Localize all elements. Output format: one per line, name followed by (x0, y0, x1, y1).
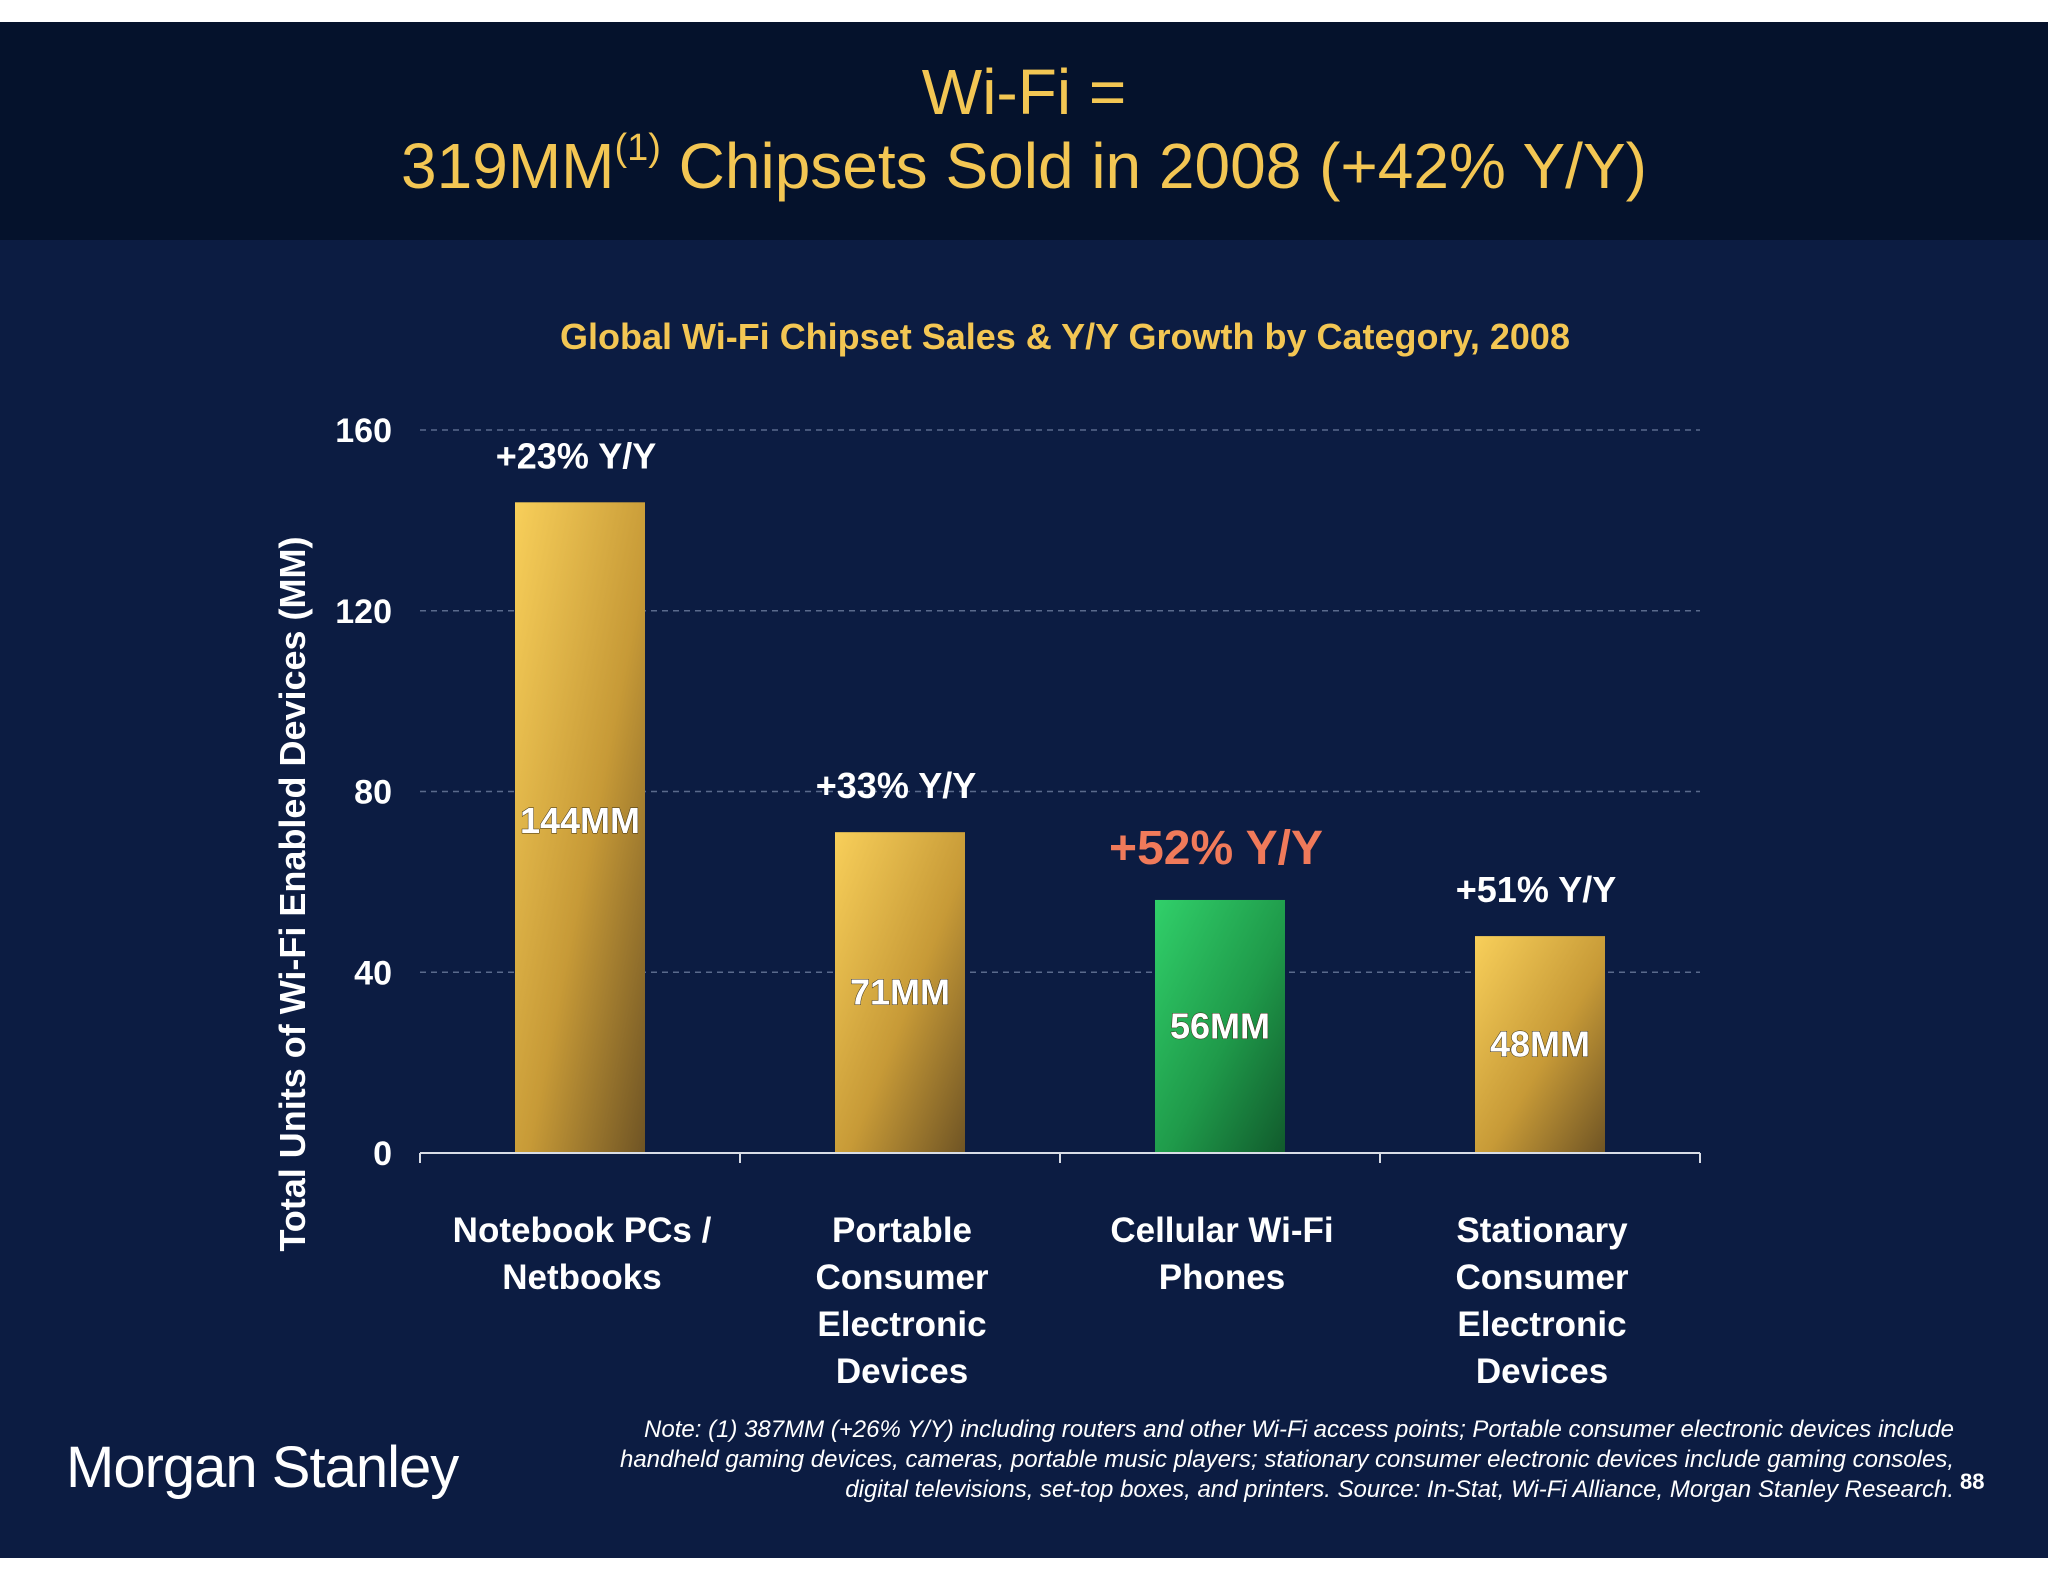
subtitle-rest: Chipsets Sold in 2008 (+42% Y/Y) (660, 130, 1647, 202)
slide: Wi-Fi = 319MM(1) Chipsets Sold in 2008 (… (0, 22, 2048, 1558)
y-tick-label: 120 (335, 593, 392, 631)
slide-subtitle: 319MM(1) Chipsets Sold in 2008 (+42% Y/Y… (0, 129, 2048, 198)
value-label: 56MM (1170, 1005, 1270, 1046)
footnote-line: digital televisions, set-top boxes, and … (845, 1476, 1954, 1503)
category-label: Devices (836, 1352, 968, 1391)
category-label: Netbooks (502, 1258, 661, 1297)
footnote: Note: (1) 387MM (+26% Y/Y) including rou… (454, 1415, 1954, 1505)
slide-title: Wi-Fi = (921, 56, 1127, 128)
category-label: Consumer (815, 1258, 988, 1297)
category-label: Devices (1476, 1352, 1608, 1391)
title-band: Wi-Fi = 319MM(1) Chipsets Sold in 2008 (… (0, 22, 2048, 240)
page-number: 88 (1960, 1469, 1985, 1494)
data-labels: 144MM +23% Y/Y Notebook PCs / Netbooks 71MM +… (453, 435, 1629, 1391)
category-label: Phones (1159, 1258, 1285, 1297)
y-tick-label: 40 (354, 954, 392, 992)
bar-chart: 0 40 80 120 160 144MM +23% Y/Y Notebook PCs / N… (335, 412, 1701, 1391)
category-label: Electronic (817, 1305, 986, 1344)
company-logo: Morgan Stanley (66, 1435, 459, 1500)
category-label: Consumer (1455, 1258, 1628, 1297)
footnote-marker: (1) (614, 126, 661, 169)
category-label: Notebook PCs / (453, 1211, 712, 1250)
footnote-line: Note: (1) 387MM (+26% Y/Y) including rou… (644, 1416, 1954, 1443)
category-label: Stationary (1456, 1211, 1628, 1250)
growth-label: +33% Y/Y (816, 765, 976, 806)
category-label: Portable (832, 1211, 972, 1250)
y-tick-label: 0 (373, 1135, 392, 1173)
bar (515, 502, 645, 1153)
value-label: 71MM (850, 972, 950, 1013)
y-tick-label: 160 (335, 412, 392, 450)
value-label: 144MM (520, 800, 640, 841)
bar (1475, 936, 1605, 1153)
growth-label: +23% Y/Y (496, 435, 656, 476)
category-label: Cellular Wi-Fi (1110, 1211, 1333, 1250)
subtitle-main: 319MM (401, 130, 615, 202)
category-label: Electronic (1457, 1305, 1626, 1344)
growth-label: +51% Y/Y (1456, 869, 1616, 910)
axes: 0 40 80 120 160 (335, 412, 1701, 1173)
y-tick-label: 80 (354, 774, 392, 812)
chart-title: Global Wi-Fi Chipset Sales & Y/Y Growth … (560, 316, 1570, 357)
bar (1155, 899, 1285, 1153)
bars (515, 502, 1605, 1153)
value-label: 48MM (1490, 1024, 1590, 1065)
growth-label: +52% Y/Y (1109, 822, 1323, 875)
footnote-line: handheld gaming devices, cameras, portab… (619, 1446, 1954, 1473)
bar (835, 832, 965, 1153)
